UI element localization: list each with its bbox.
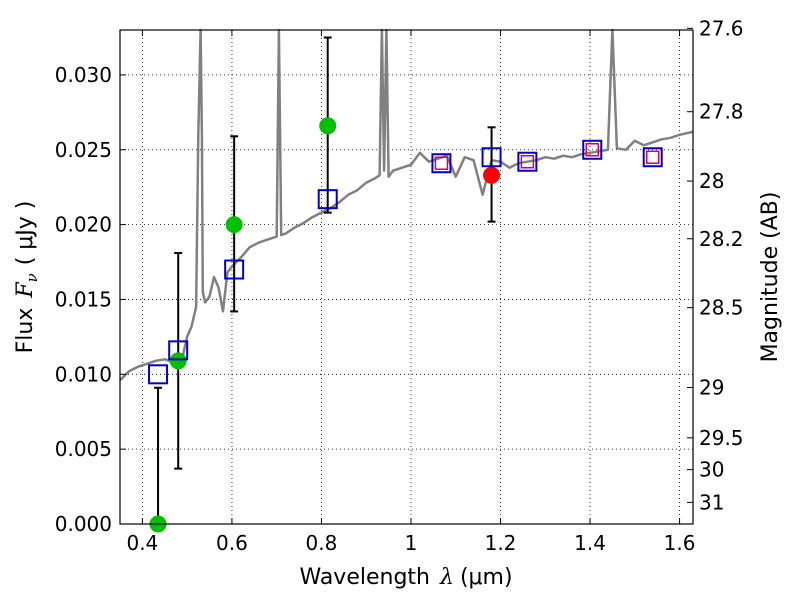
y-tick-label: 0.020 <box>55 213 112 237</box>
y-axis-label: FluxFν( μJy ) <box>13 201 41 354</box>
model-box-inner <box>434 156 449 170</box>
model-box <box>517 151 538 172</box>
y-tick-label: 0.030 <box>55 63 112 87</box>
model-box <box>481 147 502 168</box>
model-box <box>431 153 452 174</box>
y-axis-ticks: 0.000 0.005 0.010 0.015 0.020 0.025 0.030 <box>55 63 126 536</box>
grid-lines <box>120 30 693 524</box>
y2-tick-label: 27.8 <box>699 100 744 124</box>
y-tick-label: 0.025 <box>55 138 112 162</box>
model-box <box>148 364 169 385</box>
y2-tick-label: 28.2 <box>699 227 744 251</box>
y2-axis-label: Magnitude (AB) <box>758 192 783 363</box>
model-box <box>642 147 663 168</box>
model-box-inner <box>520 154 535 169</box>
y2-tick-label: 28.5 <box>699 296 744 320</box>
x-tick-label: 0.8 <box>306 531 338 555</box>
model-box <box>168 340 189 361</box>
y2-axis-ticks: 27.6 27.8 28 28.2 28.5 29 29.5 30 31 <box>687 16 744 514</box>
red-point <box>483 166 501 184</box>
x-tick-label: 1.4 <box>574 531 606 555</box>
plot-frame <box>119 29 694 525</box>
model-box <box>582 139 603 160</box>
x-tick-label: 1.2 <box>485 531 517 555</box>
green-point <box>319 117 337 135</box>
sed-model-line <box>119 28 694 382</box>
y2-tick-label: 28 <box>699 169 724 193</box>
y2-tick-label: 27.6 <box>699 16 744 40</box>
model-boxes <box>148 139 663 385</box>
sed-line-path <box>119 28 694 382</box>
y2-tick-label: 31 <box>699 490 724 514</box>
x-tick-label: 1.6 <box>664 531 696 555</box>
green-point <box>169 352 187 370</box>
model-box-inner <box>585 143 600 157</box>
error-bars <box>154 36 496 525</box>
y2-tick-label: 29.5 <box>699 426 744 450</box>
y-tick-label: 0.010 <box>55 362 112 386</box>
model-box <box>317 189 338 210</box>
x-tick-label: 0.4 <box>126 531 158 555</box>
x-axis-ticks: 0.4 0.6 0.8 1 1.2 1.4 1.6 <box>126 30 695 555</box>
model-box-inner <box>645 150 660 164</box>
y-tick-label: 0.005 <box>55 437 112 461</box>
y2-tick-label: 29 <box>699 375 724 399</box>
y-tick-label: 0.015 <box>55 287 112 311</box>
y2-tick-label: 30 <box>699 458 724 482</box>
x-tick-label: 0.6 <box>216 531 248 555</box>
y-tick-label: 0.000 <box>55 512 112 536</box>
x-axis-label: Wavelength λ (μm) <box>299 565 512 590</box>
observed-points <box>149 117 501 533</box>
model-box <box>224 259 245 280</box>
green-point <box>225 216 243 234</box>
x-tick-label: 1 <box>405 531 418 555</box>
